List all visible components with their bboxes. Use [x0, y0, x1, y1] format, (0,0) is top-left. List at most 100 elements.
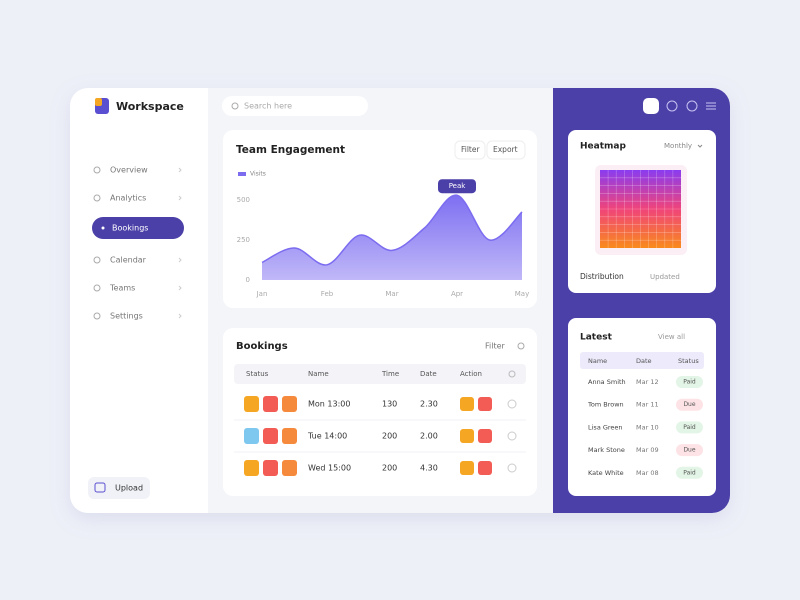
column-header: Action	[460, 370, 482, 378]
cell: 2.00	[420, 432, 438, 441]
search-placeholder: Search here	[244, 102, 292, 111]
column-header: Date	[420, 370, 437, 378]
chart-title: Team Engagement	[236, 144, 345, 156]
x-tick-label: Feb	[321, 290, 334, 298]
nav-chevron	[178, 195, 182, 201]
upload-icon	[94, 482, 106, 493]
status-icon	[282, 428, 297, 444]
chart-button[interactable]	[454, 140, 486, 160]
chart-button-label[interactable]: Export	[493, 145, 518, 154]
column-header: Status	[678, 357, 699, 365]
nav-active	[92, 217, 184, 239]
cell: Wed 15:00	[308, 464, 351, 473]
status-icon	[244, 428, 259, 444]
status-icon	[263, 428, 278, 444]
row-menu[interactable]	[507, 463, 517, 473]
status-icon	[244, 396, 259, 412]
status-icon	[244, 460, 259, 476]
x-tick-label: Apr	[451, 290, 463, 298]
area-line	[261, 194, 523, 266]
help-button[interactable]	[666, 100, 678, 112]
cell: Mar 09	[636, 446, 659, 454]
upload-button[interactable]	[88, 477, 150, 499]
cell: 4.30	[420, 464, 438, 473]
dropdown-icon	[697, 144, 703, 148]
status: Paid	[683, 379, 696, 386]
status-icon	[263, 396, 278, 412]
nav-chevron	[178, 257, 182, 263]
action-icon[interactable]	[460, 461, 474, 475]
y-tick-label: 500	[237, 196, 250, 204]
filter-icon	[517, 342, 525, 350]
heatmap-footer: Distribution	[580, 272, 624, 281]
column-header: Name	[308, 370, 329, 378]
area-fill	[262, 195, 522, 280]
notifications-button[interactable]	[643, 98, 659, 114]
bookings-filter[interactable]: Filter	[485, 342, 506, 351]
search-box[interactable]	[222, 96, 368, 116]
action-icon[interactable]	[460, 429, 474, 443]
column-header: Status	[246, 370, 269, 378]
nav-icon	[93, 284, 101, 292]
heatmap-updated: Updated	[650, 273, 680, 281]
cell: Mar 11	[636, 401, 659, 409]
status-pill	[676, 421, 703, 434]
status-pill	[676, 376, 703, 388]
action-icon[interactable]	[478, 397, 492, 411]
column-header: Name	[588, 357, 607, 365]
bookings-title: Bookings	[236, 341, 288, 352]
action-icon[interactable]	[478, 461, 492, 475]
cell: Mar 08	[636, 469, 659, 477]
cell: Lisa Green	[588, 423, 623, 431]
cell: Mar 10	[636, 423, 659, 431]
chart-button-label[interactable]: Filter	[461, 145, 480, 154]
nav-item[interactable]: Calendar	[110, 256, 147, 265]
status: Due	[683, 447, 695, 454]
nav-item[interactable]: Analytics	[110, 194, 146, 203]
latest-link[interactable]: View all	[658, 333, 685, 341]
logo-accent	[95, 98, 102, 106]
column-header: Date	[636, 357, 652, 365]
row-menu[interactable]	[507, 431, 517, 441]
heatmap-title: Heatmap	[580, 142, 626, 152]
y-tick-label: 0	[246, 276, 250, 284]
annotation-box	[438, 179, 476, 194]
nav-item[interactable]: Overview	[110, 166, 148, 175]
cell: Anna Smith	[588, 378, 626, 386]
nav-chevron	[178, 167, 182, 173]
x-tick-label: Jan	[256, 290, 268, 298]
nav-item[interactable]: Settings	[110, 312, 143, 321]
nav-icon	[93, 166, 101, 174]
row-menu[interactable]	[507, 399, 517, 409]
profile-button[interactable]	[686, 100, 698, 112]
cell: Tom Brown	[587, 401, 624, 409]
table-header	[234, 364, 526, 384]
status: Paid	[683, 424, 696, 431]
cell: Mark Stone	[588, 446, 625, 454]
nav-chevron	[178, 285, 182, 291]
nav-icon	[93, 256, 101, 264]
chart-button[interactable]	[486, 140, 526, 160]
annotation: Peak	[449, 182, 467, 190]
latest-header	[580, 352, 704, 369]
status-pill	[676, 398, 703, 411]
nav-icon	[93, 312, 101, 320]
cell: 2.30	[420, 400, 438, 409]
action-icon[interactable]	[460, 397, 474, 411]
y-tick-label: 250	[237, 236, 250, 244]
nav-item[interactable]: Teams	[109, 284, 135, 293]
status-pill	[676, 466, 703, 479]
heatmap-period[interactable]: Monthly	[664, 142, 692, 150]
action-icon[interactable]	[478, 429, 492, 443]
cell: Tue 14:00	[307, 432, 347, 441]
brand: Workspace	[116, 100, 184, 113]
legend-label: Visits	[250, 171, 266, 178]
nav-item[interactable]: Bookings	[112, 224, 148, 233]
status-icon	[282, 460, 297, 476]
x-tick-label: May	[515, 290, 529, 298]
nav-icon	[101, 226, 105, 230]
cell: 200	[382, 432, 397, 441]
menu-button[interactable]	[706, 102, 716, 110]
